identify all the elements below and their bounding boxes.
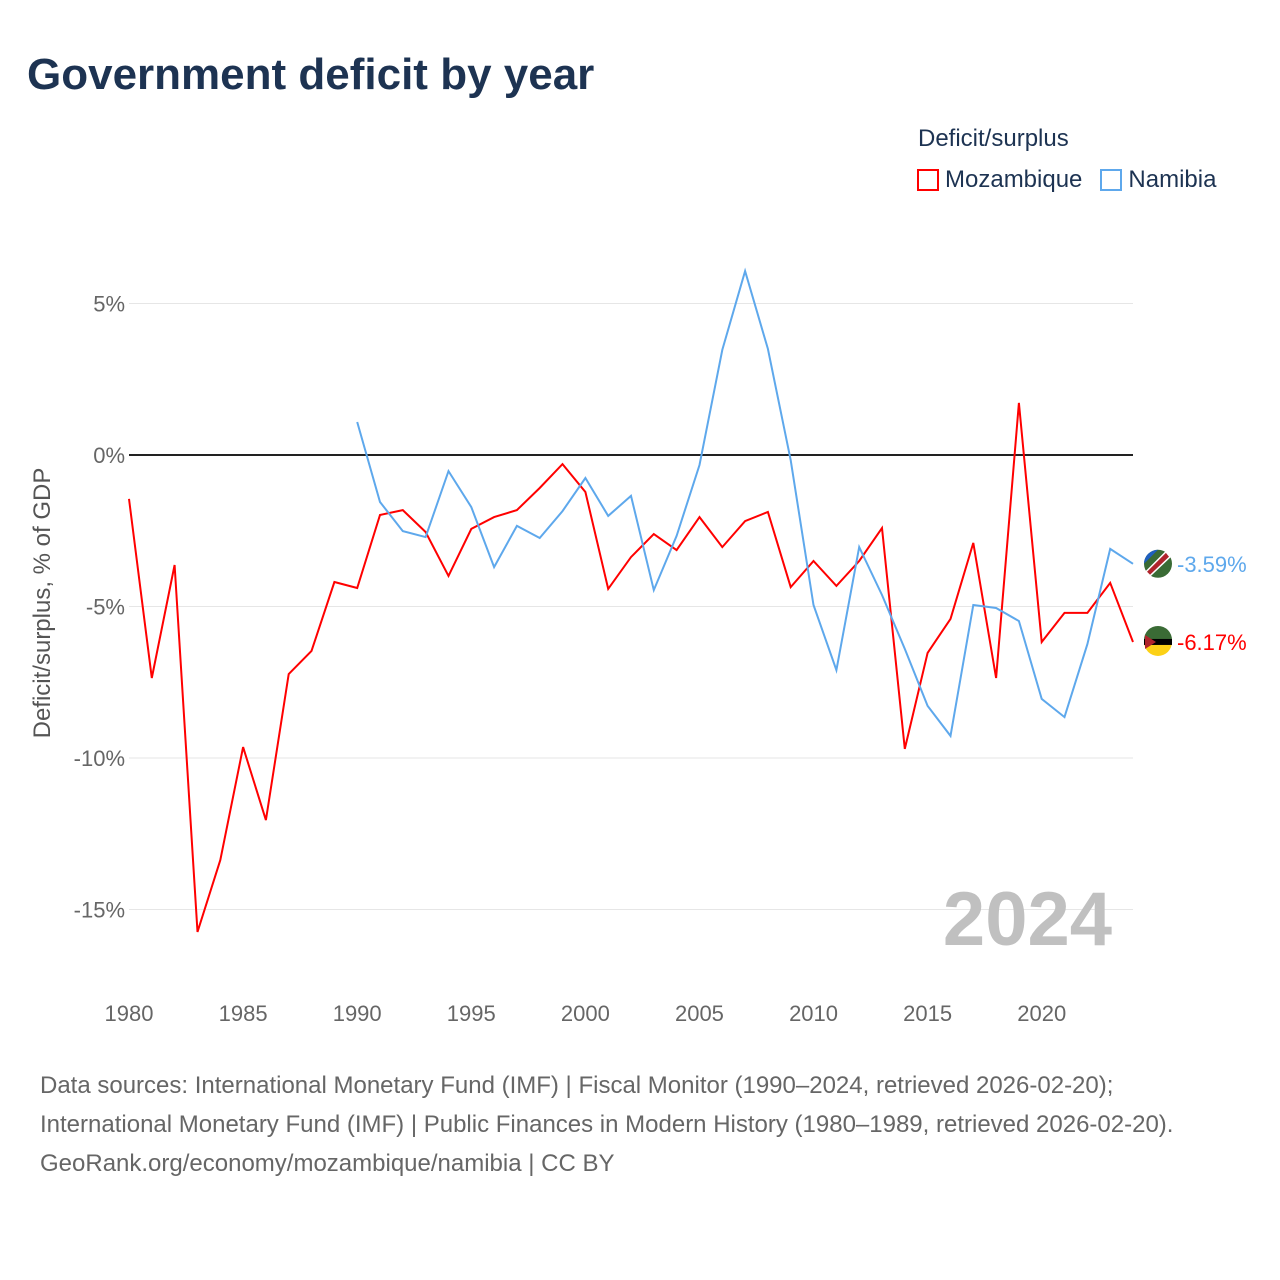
mozambique-swatch <box>917 169 939 191</box>
page-title: Government deficit by year <box>27 50 595 99</box>
namibia-flag-icon <box>1144 549 1172 578</box>
y-tick-label: 5% <box>93 292 125 317</box>
x-tick-label: 1990 <box>333 1001 382 1026</box>
data-sources: Data sources: International Monetary Fun… <box>40 1072 1174 1138</box>
mozambique-flag-icon <box>1144 625 1172 656</box>
site-credit[interactable]: GeoRank.org/economy/mozambique/namibia |… <box>40 1150 615 1177</box>
year-watermark: 2024 <box>943 877 1112 962</box>
x-tick-label: 2000 <box>561 1001 610 1026</box>
y-axis-label: Deficit/surplus, % of GDP <box>29 468 56 739</box>
namibia-swatch <box>1100 169 1123 191</box>
line-chart: 5% 0% -5% -10% -15% 1980 1985 1990 1995 2000 2005 2… <box>29 267 1247 1026</box>
series-line-namibia[interactable] <box>356 267 1134 739</box>
y-tick-label: -15% <box>74 898 125 923</box>
x-tick-label: 2005 <box>675 1001 724 1026</box>
x-tick-label: 1985 <box>219 1001 268 1026</box>
end-value-label: -6.17% <box>1177 630 1247 655</box>
x-tick-label: 2020 <box>1017 1001 1066 1026</box>
legend-item-namibia[interactable]: Namibia <box>1100 166 1216 194</box>
legend-label: Mozambique <box>945 166 1083 193</box>
legend-item-mozambique[interactable]: Mozambique <box>917 166 1082 194</box>
end-value-label: -3.59% <box>1177 552 1247 577</box>
legend-label: Namibia <box>1128 166 1217 193</box>
series-line-mozambique[interactable] <box>128 402 1134 933</box>
x-tick-label: 1980 <box>105 1001 154 1026</box>
x-tick-label: 1995 <box>447 1001 496 1026</box>
legend-title: Deficit/surplus <box>918 125 1069 152</box>
y-tick-label: 0% <box>93 443 125 468</box>
x-tick-label: 2010 <box>789 1001 838 1026</box>
source-note: Data sources: International Monetary Fun… <box>40 1066 1240 1183</box>
y-tick-label: -10% <box>74 746 125 771</box>
y-tick-label: -5% <box>86 595 125 620</box>
x-tick-label: 2015 <box>903 1001 952 1026</box>
legend: Mozambique Namibia <box>917 166 1216 194</box>
